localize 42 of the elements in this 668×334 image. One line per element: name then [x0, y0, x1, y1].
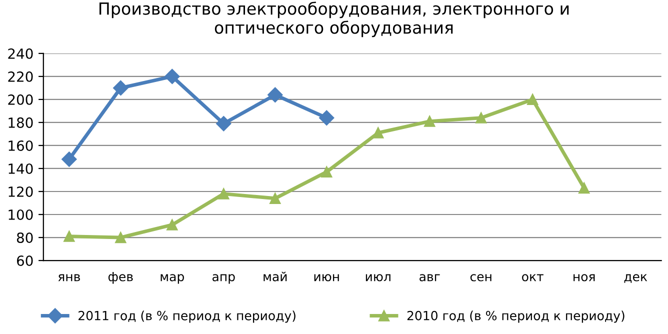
- y-tick-label: 200: [8, 94, 33, 105]
- x-tick-label: июл: [366, 274, 390, 282]
- point: [321, 166, 332, 178]
- point: [166, 219, 178, 230]
- point: [164, 68, 180, 84]
- legend-label: 2010 год (в % период к периоду): [407, 310, 624, 323]
- point: [268, 87, 283, 102]
- y-tick-label: 240: [8, 48, 33, 59]
- x-tick-label: дек: [624, 274, 648, 283]
- legend-label: 2011 год (в % период к периоду): [78, 310, 296, 323]
- y-tick-label: 160: [8, 140, 33, 151]
- x-tick-label: июн: [314, 274, 339, 282]
- y-tick-label: 140: [8, 163, 33, 174]
- x-tick-label: фев: [108, 272, 133, 284]
- x-tick-label: авг: [420, 274, 440, 282]
- point: [216, 116, 232, 132]
- x-tick-label: окт: [522, 274, 544, 282]
- x-tick-label: май: [264, 272, 287, 282]
- x-tick-label: мар: [160, 274, 184, 284]
- point: [113, 80, 128, 96]
- point: [64, 230, 75, 242]
- point: [115, 232, 126, 244]
- point: [424, 116, 436, 127]
- x-tick-label: апр: [212, 274, 235, 284]
- y-tick-label: 180: [8, 117, 33, 128]
- x-tick-label: янв: [58, 274, 80, 282]
- point: [319, 110, 334, 126]
- y-tick-label: 80: [16, 232, 33, 243]
- point: [372, 127, 384, 138]
- point: [527, 94, 538, 106]
- y-tick-label: 100: [8, 209, 33, 220]
- x-tick-label: ноя: [574, 274, 595, 282]
- chart-title: Производство электрооборудования, электронного и оптического оборудования: [100, 2, 569, 38]
- y-tick-label: 60: [16, 255, 33, 266]
- point: [270, 192, 281, 204]
- y-tick-label: 120: [8, 186, 33, 197]
- y-tick-label: 220: [8, 71, 33, 82]
- x-tick-label: сен: [470, 274, 492, 282]
- point: [578, 182, 590, 194]
- point: [218, 188, 230, 200]
- point: [62, 152, 77, 167]
- point: [476, 112, 487, 124]
